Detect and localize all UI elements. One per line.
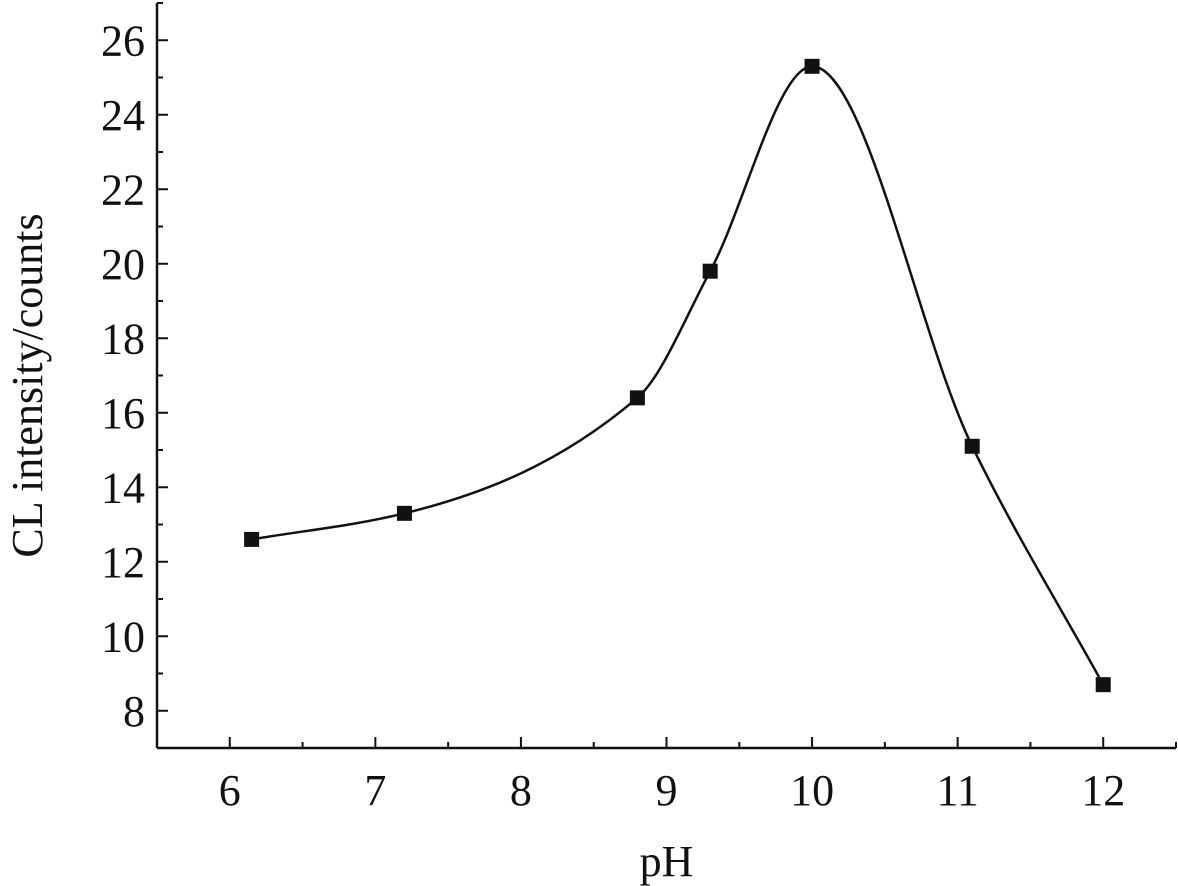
axes [155, 3, 1176, 750]
x-tick-label: 6 [219, 766, 241, 815]
y-tick-label: 18 [101, 314, 145, 363]
y-tick-label: 24 [101, 91, 145, 140]
x-tick-label: 9 [656, 766, 678, 815]
ticks [156, 2, 1177, 749]
y-axis-title: CL intensity/counts [3, 213, 52, 557]
x-tick-label: 7 [364, 766, 386, 815]
tick-labels: 6 7 8 9 10 11 12 8 10 12 14 16 18 20 22 24 26 [101, 16, 1125, 815]
data-point [804, 58, 820, 74]
data-point [1095, 677, 1111, 693]
data-point [629, 390, 645, 406]
data-markers [244, 58, 1111, 693]
x-tick-label: 12 [1081, 766, 1125, 815]
x-tick-label: 8 [510, 766, 532, 815]
y-tick-label: 16 [101, 389, 145, 438]
y-tick-label: 22 [101, 165, 145, 214]
x-tick-label: 10 [790, 766, 834, 815]
y-tick-label: 10 [101, 612, 145, 661]
y-tick-label: 12 [101, 538, 145, 587]
data-point [964, 438, 980, 454]
y-tick-label: 14 [101, 463, 145, 512]
series-curve [251, 65, 1105, 686]
x-axis-title: pH [640, 837, 694, 886]
y-tick-label: 26 [101, 16, 145, 65]
y-tick-label: 8 [123, 687, 145, 736]
data-point [702, 263, 718, 279]
x-tick-label: 11 [936, 766, 978, 815]
data-point [396, 505, 412, 521]
data-point [244, 531, 260, 547]
y-tick-label: 20 [101, 240, 145, 289]
